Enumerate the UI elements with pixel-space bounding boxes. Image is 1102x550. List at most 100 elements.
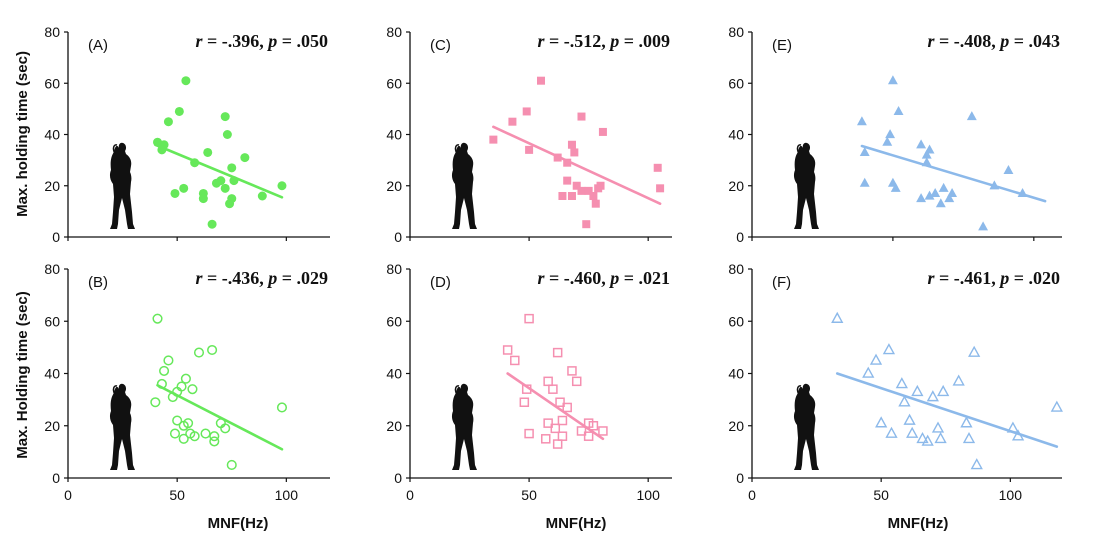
- y-tick-label: 80: [728, 24, 744, 40]
- panel-d: 0 20 40 60 80 0 50 100 (D) r = -.460, p = .021: [386, 261, 672, 503]
- data-point: [543, 376, 553, 387]
- stat-r-symbol: r: [537, 268, 545, 288]
- data-point: [220, 183, 230, 193]
- data-point: [1003, 164, 1014, 174]
- data-point: [906, 426, 919, 438]
- data-point: [187, 384, 198, 395]
- y-tick-label: 0: [736, 470, 744, 486]
- data-point: [893, 106, 904, 116]
- stat-r-value: = -.396,: [202, 31, 268, 51]
- data-point: [960, 416, 973, 428]
- stat-p-symbol: p: [998, 268, 1009, 288]
- data-point: [550, 423, 561, 434]
- panel-e: 0 20 40 60 80 (E) r = -.408, p = .043: [728, 24, 1062, 245]
- data-point: [216, 176, 226, 186]
- correlation-stat: r = -.512, p = .009: [537, 31, 670, 51]
- stat-p-value: = .009: [619, 31, 670, 51]
- x-axis-label-3: MNF(Hz): [888, 515, 949, 532]
- correlation-stat: r = -.461, p = .020: [927, 268, 1060, 288]
- y-axis-label-bottom: Max. Holding time (sec): [14, 291, 31, 459]
- data-point: [203, 147, 213, 157]
- data-point: [227, 163, 237, 173]
- y-tick-label: 80: [386, 261, 402, 277]
- stat-p-symbol: p: [608, 268, 619, 288]
- data-point: [169, 428, 181, 439]
- data-point: [583, 431, 594, 441]
- data-point: [898, 395, 911, 407]
- y-tick-label: 40: [44, 127, 60, 143]
- y-tick-label: 20: [44, 178, 60, 194]
- data-point: [921, 149, 932, 159]
- x-tick-label: 50: [169, 487, 185, 503]
- data-point: [207, 344, 218, 356]
- panel-label: (A): [88, 37, 108, 54]
- data-point: [596, 181, 605, 190]
- data-point: [572, 181, 581, 190]
- y-axis-label-top: Max. holding time (sec): [14, 51, 31, 217]
- data-point: [944, 193, 955, 203]
- y-tick-label: 40: [728, 366, 744, 382]
- data-point: [869, 353, 883, 365]
- data-point: [209, 431, 220, 442]
- data-point: [183, 418, 194, 429]
- regression-line: [835, 372, 1059, 448]
- data-point: [240, 153, 250, 163]
- stat-p-value: = .020: [1009, 268, 1060, 288]
- data-point: [952, 374, 965, 386]
- data-point: [163, 117, 173, 127]
- data-point: [179, 183, 189, 193]
- stat-p-symbol: p: [608, 31, 619, 51]
- athlete-silhouette: [793, 142, 820, 230]
- data-point: [200, 428, 211, 439]
- data-point: [209, 436, 220, 447]
- data-point: [198, 194, 208, 204]
- data-point: [887, 75, 898, 85]
- y-tick-label: 20: [728, 178, 744, 194]
- panel-label: (F): [772, 274, 791, 291]
- data-point: [178, 433, 189, 444]
- panel-f: 0 20 40 60 80 0 50 100 (F) r = -.461, p = .020: [728, 261, 1063, 503]
- data-point: [885, 129, 896, 139]
- data-point: [577, 186, 586, 195]
- correlation-stat: r = -.436, p = .029: [195, 268, 328, 288]
- data-point: [150, 397, 161, 408]
- data-point: [537, 76, 545, 85]
- y-tick-label: 0: [736, 229, 744, 245]
- data-point: [921, 434, 934, 446]
- data-point: [543, 418, 553, 428]
- data-point: [555, 397, 565, 407]
- y-tick-label: 20: [386, 418, 402, 434]
- stat-r-value: = -.512,: [544, 31, 610, 51]
- y-tick-label: 60: [44, 313, 60, 329]
- data-point: [937, 384, 950, 397]
- data-point: [938, 182, 949, 192]
- data-point: [875, 416, 888, 428]
- correlation-stat: r = -.408, p = .043: [927, 31, 1060, 51]
- stat-r-symbol: r: [927, 31, 935, 51]
- data-point: [882, 136, 893, 146]
- data-point: [576, 426, 587, 436]
- y-tick-label: 60: [44, 75, 60, 91]
- data-point: [584, 186, 593, 195]
- data-point: [583, 418, 594, 428]
- data-point: [598, 127, 607, 136]
- data-point: [524, 428, 534, 439]
- data-point: [519, 397, 530, 407]
- stat-r-value: = -.408,: [934, 31, 1000, 51]
- x-tick-label: 0: [748, 487, 756, 503]
- data-point: [170, 188, 180, 198]
- data-point: [885, 426, 898, 438]
- data-point: [489, 135, 498, 144]
- y-tick-label: 80: [44, 261, 60, 277]
- x-tick-label: 100: [637, 487, 661, 503]
- x-tick-label: 0: [406, 487, 414, 503]
- athlete-silhouette: [109, 142, 136, 230]
- data-point: [1050, 400, 1063, 412]
- x-axis-label-2: MNF(Hz): [546, 515, 607, 532]
- y-tick-label: 40: [728, 127, 744, 143]
- stat-r-value: = -.436,: [202, 268, 268, 288]
- data-point: [968, 345, 981, 357]
- x-tick-label: 0: [64, 487, 72, 503]
- stat-p-symbol: p: [266, 268, 277, 288]
